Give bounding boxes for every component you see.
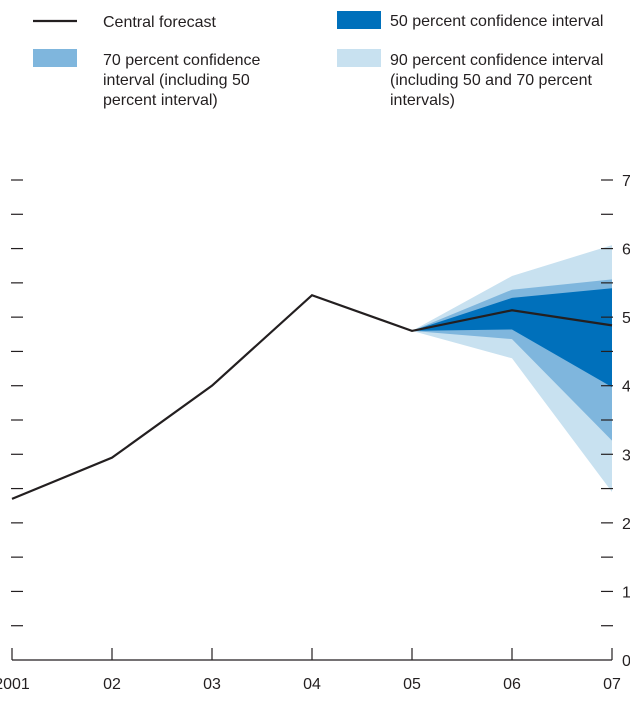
legend-label: Central forecast (103, 14, 216, 31)
legend-label: 90 percent confidence interval (390, 52, 603, 69)
x-tick-label: 2001 (0, 676, 30, 693)
confidence-bands (412, 245, 612, 492)
y-tick-label: 3 (622, 447, 630, 464)
y-tick-label: 0 (622, 653, 630, 670)
y-tick-label: 6 (622, 242, 630, 259)
y-tick-label: 1 (622, 584, 630, 601)
central-forecast-line (11, 293, 613, 500)
legend-label: intervals) (390, 92, 455, 109)
y-tick-label: 2 (622, 516, 630, 533)
legend-label: 70 percent confidence (103, 52, 261, 69)
legend-label: 50 percent confidence interval (390, 13, 603, 30)
series-lines (11, 293, 613, 500)
y-tick-label: 4 (622, 379, 630, 396)
y-tick-label: 7 (622, 173, 630, 190)
legend-swatch (33, 49, 77, 67)
x-tick-label: 05 (403, 676, 421, 693)
legend-swatch (337, 11, 381, 29)
legend-swatch (337, 49, 381, 67)
x-tick-label: 04 (303, 676, 321, 693)
confidence-band-3 (412, 288, 612, 388)
x-tick-label: 07 (603, 676, 621, 693)
legend: Central forecast 50 percent confidence in… (33, 11, 603, 109)
y-tick-label: 5 (622, 310, 630, 327)
legend-label: (including 50 and 70 percent (390, 72, 592, 89)
x-tick-label: 03 (203, 676, 221, 693)
x-tick-label: 02 (103, 676, 121, 693)
x-tick-label: 06 (503, 676, 521, 693)
legend-label: interval (including 50 (103, 72, 250, 89)
axes: 2001 02 03 04 05 06 070 1 2 3 4 5 6 7 (0, 173, 630, 693)
legend-label: percent interval) (103, 92, 218, 109)
